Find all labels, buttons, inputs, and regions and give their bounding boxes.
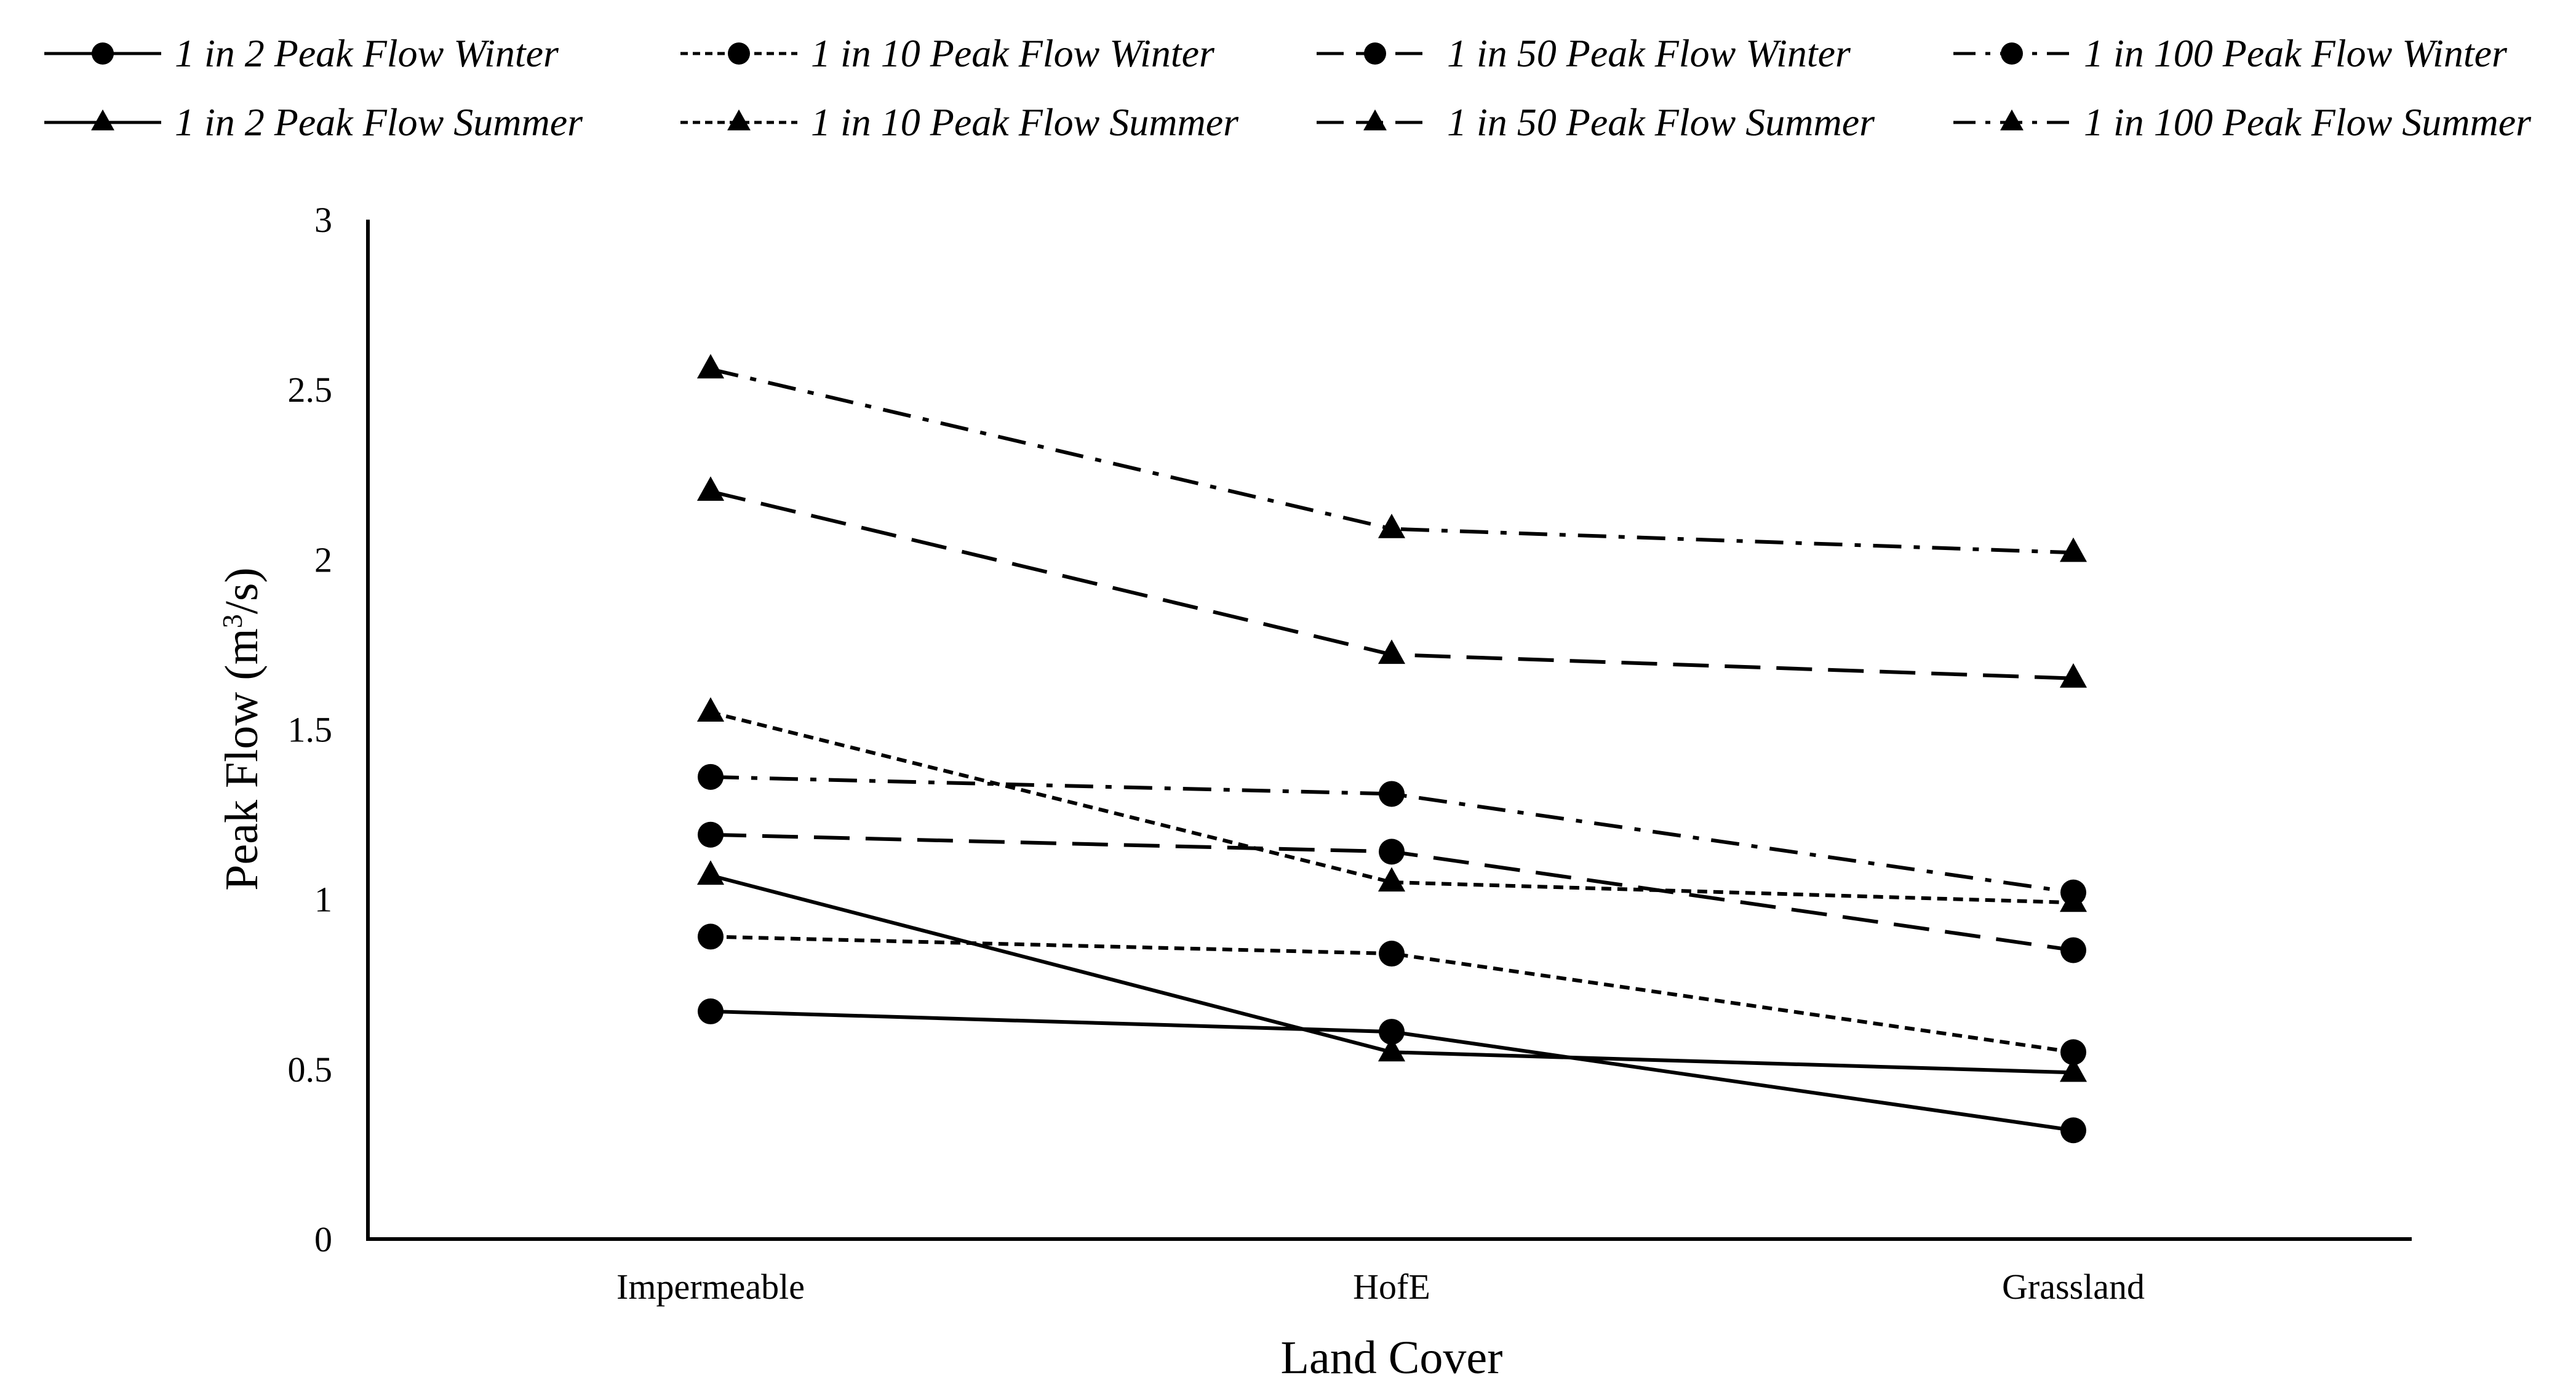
data-point-marker (696, 354, 725, 379)
legend-label: 1 in 2 Peak Flow Winter (175, 31, 559, 75)
y-tick-label: 2 (314, 540, 332, 580)
legend-marker (1363, 109, 1387, 130)
data-point-marker (698, 923, 724, 950)
legend: 1 in 2 Peak Flow Winter 1 in 10 Peak Flow… (44, 31, 2532, 144)
legend-marker (728, 42, 750, 65)
legend-item: 1 in 10 Peak Flow Winter (680, 31, 1215, 75)
y-axis-title-superscript: 3 (217, 614, 248, 628)
data-point-marker (1379, 781, 1405, 807)
x-axis-title: Land Cover (1281, 1332, 1503, 1384)
tick-labels: 0 0.5 1 1.5 2 2.5 3 Impermeable HofE Grassland (288, 200, 2145, 1307)
legend-item: 1 in 50 Peak Flow Winter (1317, 31, 1851, 75)
y-tick-label: 1 (314, 880, 332, 920)
data-point-marker (698, 821, 724, 848)
legend-label: 1 in 50 Peak Flow Winter (1447, 31, 1851, 75)
legend-item: 1 in 50 Peak Flow Summer (1317, 100, 1875, 144)
data-point-marker (2059, 887, 2088, 912)
data-point-marker (2060, 1117, 2086, 1144)
data-point-marker (698, 998, 724, 1024)
legend-item: 1 in 2 Peak Flow Summer (44, 100, 583, 144)
data-point-marker (696, 697, 725, 722)
data-point-marker (2060, 1039, 2086, 1066)
y-axis-title-end: /s) (216, 567, 268, 614)
data-point-marker (2059, 537, 2088, 562)
legend-label: 1 in 100 Peak Flow Winter (2084, 31, 2508, 75)
y-tick-label: 0 (314, 1219, 332, 1259)
data-point-marker (2059, 1057, 2088, 1082)
series-line (710, 775, 2074, 895)
y-tick-label: 3 (314, 200, 332, 240)
data-point-marker (1378, 514, 1406, 538)
legend-label: 1 in 10 Peak Flow Winter (811, 31, 1215, 75)
data-point-marker (698, 763, 724, 790)
legend-label: 1 in 2 Peak Flow Summer (175, 100, 583, 144)
x-tick-label: HofE (1353, 1267, 1430, 1307)
legend-label: 1 in 100 Peak Flow Summer (2084, 100, 2532, 144)
y-tick-label: 2.5 (288, 370, 333, 410)
data-point-marker (1379, 839, 1405, 865)
legend-marker (2001, 42, 2023, 65)
legend-item: 1 in 100 Peak Flow Summer (1953, 100, 2532, 144)
y-axis-title-main: Peak Flow (m (216, 628, 268, 890)
legend-label: 1 in 50 Peak Flow Summer (1447, 100, 1875, 144)
legend-item: 1 in 10 Peak Flow Summer (680, 100, 1239, 144)
x-tick-label: Impermeable (616, 1267, 805, 1307)
data-point-marker (696, 860, 725, 885)
series-lines (710, 367, 2074, 1133)
x-tick-label: Grassland (2002, 1267, 2145, 1307)
legend-marker (727, 109, 751, 130)
data-point-marker (1378, 639, 1406, 664)
y-tick-label: 0.5 (288, 1050, 333, 1090)
data-point-marker (1378, 867, 1406, 892)
axes (366, 220, 2412, 1241)
legend-marker (92, 42, 114, 65)
legend-item: 1 in 2 Peak Flow Winter (44, 31, 559, 75)
y-tick-label: 1.5 (288, 710, 333, 750)
data-point-marker (2059, 663, 2088, 688)
y-axis-title: Peak Flow (m3/s) (216, 567, 268, 890)
series-line (710, 710, 2074, 905)
legend-item: 1 in 100 Peak Flow Winter (1953, 31, 2508, 75)
legend-marker (2000, 109, 2024, 130)
legend-marker (91, 109, 114, 130)
legend-label: 1 in 10 Peak Flow Summer (811, 100, 1239, 144)
data-point-marker (1378, 1037, 1406, 1062)
legend-marker (1364, 42, 1386, 65)
data-point-marker (2060, 937, 2086, 963)
data-point-marker (696, 476, 725, 501)
series-markers (696, 354, 2088, 1144)
data-point-marker (1379, 1019, 1405, 1045)
data-point-marker (1379, 941, 1405, 967)
